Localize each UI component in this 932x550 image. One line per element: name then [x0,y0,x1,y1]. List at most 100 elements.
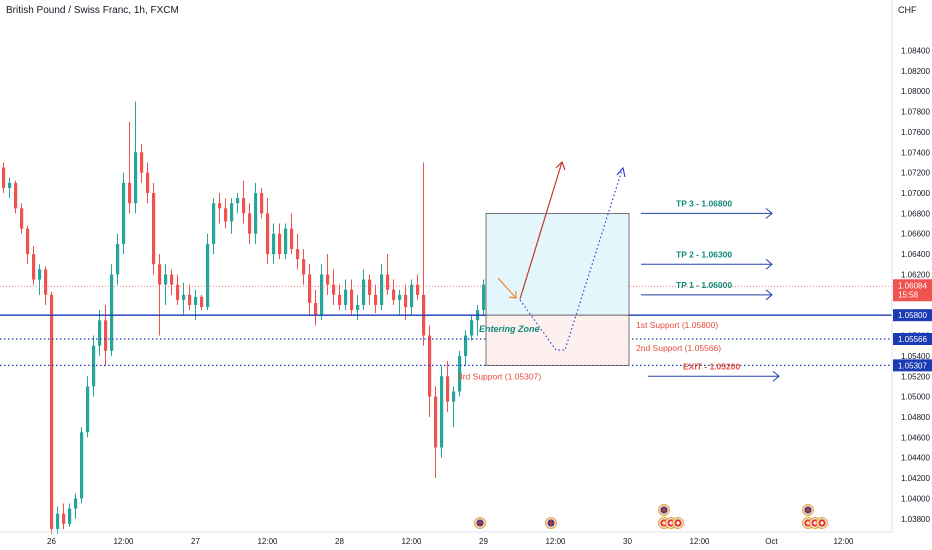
time-tick-label: 12:00 [257,537,278,546]
candle-bullish [164,274,168,285]
price-tick-label: 1.07800 [901,108,930,117]
pullback-arrow [497,277,517,299]
candle-bearish [332,284,336,295]
candle-bullish [344,289,348,305]
time-tick-label: Oct [765,537,778,546]
current-price-label: 1.06084 [898,281,927,290]
pullback-arrow-head [508,291,517,299]
currency-label: CHF [898,5,917,15]
candle-bearish [26,228,30,255]
candle-bullish [254,193,258,234]
bullish-scenario-arrow-head [555,160,566,171]
price-tick-label: 1.03800 [901,515,930,524]
candle-bullish [482,284,486,311]
candle-bearish [386,274,390,290]
support-3-label: 3rd Support (1.05307) [458,371,541,381]
price-tick-label: 1.08000 [901,87,930,96]
price-tick-label: 1.07600 [901,128,930,137]
trade-setup-drawings[interactable]: Entering Zone 1st Support (1.05800) 2nd Su… [0,160,892,382]
price-tick-label: 1.05000 [901,393,930,402]
candle-bullish [194,296,198,305]
candle-bullish [380,274,384,305]
candle-bearish [188,294,192,305]
candle-bullish [56,513,60,529]
tp3-label: TP 3 - 1.06800 [676,198,732,208]
entering-zone-label: Entering Zone [479,324,540,334]
bullish-scenario-arrow [519,161,563,300]
candlestick-series [2,101,516,535]
candle-bullish [68,508,72,524]
price-tick-label: 1.05400 [901,352,930,361]
time-tick-label: 12:00 [545,537,566,546]
candle-bearish [152,193,156,265]
price-tick-label: 1.04400 [901,454,930,463]
candle-bearish [176,284,180,300]
candle-bearish [2,167,6,188]
price-tick-label: 1.06800 [901,209,930,218]
candle-bullish [470,320,474,336]
candle-bullish [452,391,456,402]
candle-bearish [434,396,438,448]
candle-bearish [50,294,54,529]
time-tick-label: 27 [191,537,200,546]
time-tick-label: 29 [479,537,488,546]
candle-bearish [14,182,18,209]
event-icon-1 [474,517,486,529]
candle-bearish [170,274,174,285]
time-tick-label: 30 [623,537,632,546]
price-tick-label: 1.04200 [901,474,930,483]
candle-bearish [428,335,432,397]
candle-bearish [302,259,306,275]
candle-bullish [464,335,468,356]
support-level-badge-2 [893,332,932,345]
candle-bearish [128,182,132,204]
candle-bearish [374,294,378,305]
candle-bearish [266,213,270,255]
candle-bullish [92,345,96,387]
candle-bearish [338,294,342,305]
candle-bullish [362,279,366,305]
time-tick-label: 12:00 [689,537,710,546]
time-axis[interactable]: 26 12:00 27 12:00 28 12:00 29 12:00 30 12:00 Oct 12… [0,531,892,546]
candle-bullish [38,269,42,280]
event-icon-6 [672,517,684,529]
candle-bullish [212,203,216,244]
economic-event-icons[interactable] [474,504,828,529]
candle-bullish [110,274,114,351]
event-icon-3 [658,504,670,516]
exit-arrow-head [772,370,780,382]
retest-scenario-path [519,169,623,351]
candle-bearish [104,320,108,351]
price-axis[interactable]: 1.08400 1.08200 1.08000 1.07800 1.07600 1.074… [891,0,932,532]
candle-bearish [350,289,354,311]
candle-bearish [392,289,396,300]
candle-bearish [200,296,204,308]
time-tick-label: 12:00 [401,537,422,546]
tp1-arrow-head [765,289,773,301]
candle-bullish [86,386,90,433]
chart-title: British Pound / Swiss Franc, 1h, FXCM [6,5,179,16]
candle-bullish [182,294,186,300]
candle-bearish [308,274,312,303]
candle-bearish [224,208,228,222]
price-tick-label: 1.04800 [901,413,930,422]
candle-bullish [116,243,120,275]
price-tick-label: 1.05200 [901,372,930,381]
time-tick-label: 26 [47,537,56,546]
candle-bullish [398,294,402,300]
time-tick-label: 12:00 [833,537,854,546]
candle-bearish [62,513,66,524]
candle-bullish [134,152,138,204]
candle-bearish [158,264,162,285]
candle-bullish [8,182,12,188]
tp2-label: TP 2 - 1.06300 [676,249,732,259]
price-tick-label: 1.06600 [901,230,930,239]
candle-bearish [290,228,294,250]
price-tick-label: 1.06200 [901,270,930,279]
price-tick-label: 1.07200 [901,169,930,178]
candle-bearish [146,172,150,194]
candle-bullish [98,320,102,346]
support-1-label: 1st Support (1.05800) [636,320,718,330]
candle-bullish [272,233,276,255]
